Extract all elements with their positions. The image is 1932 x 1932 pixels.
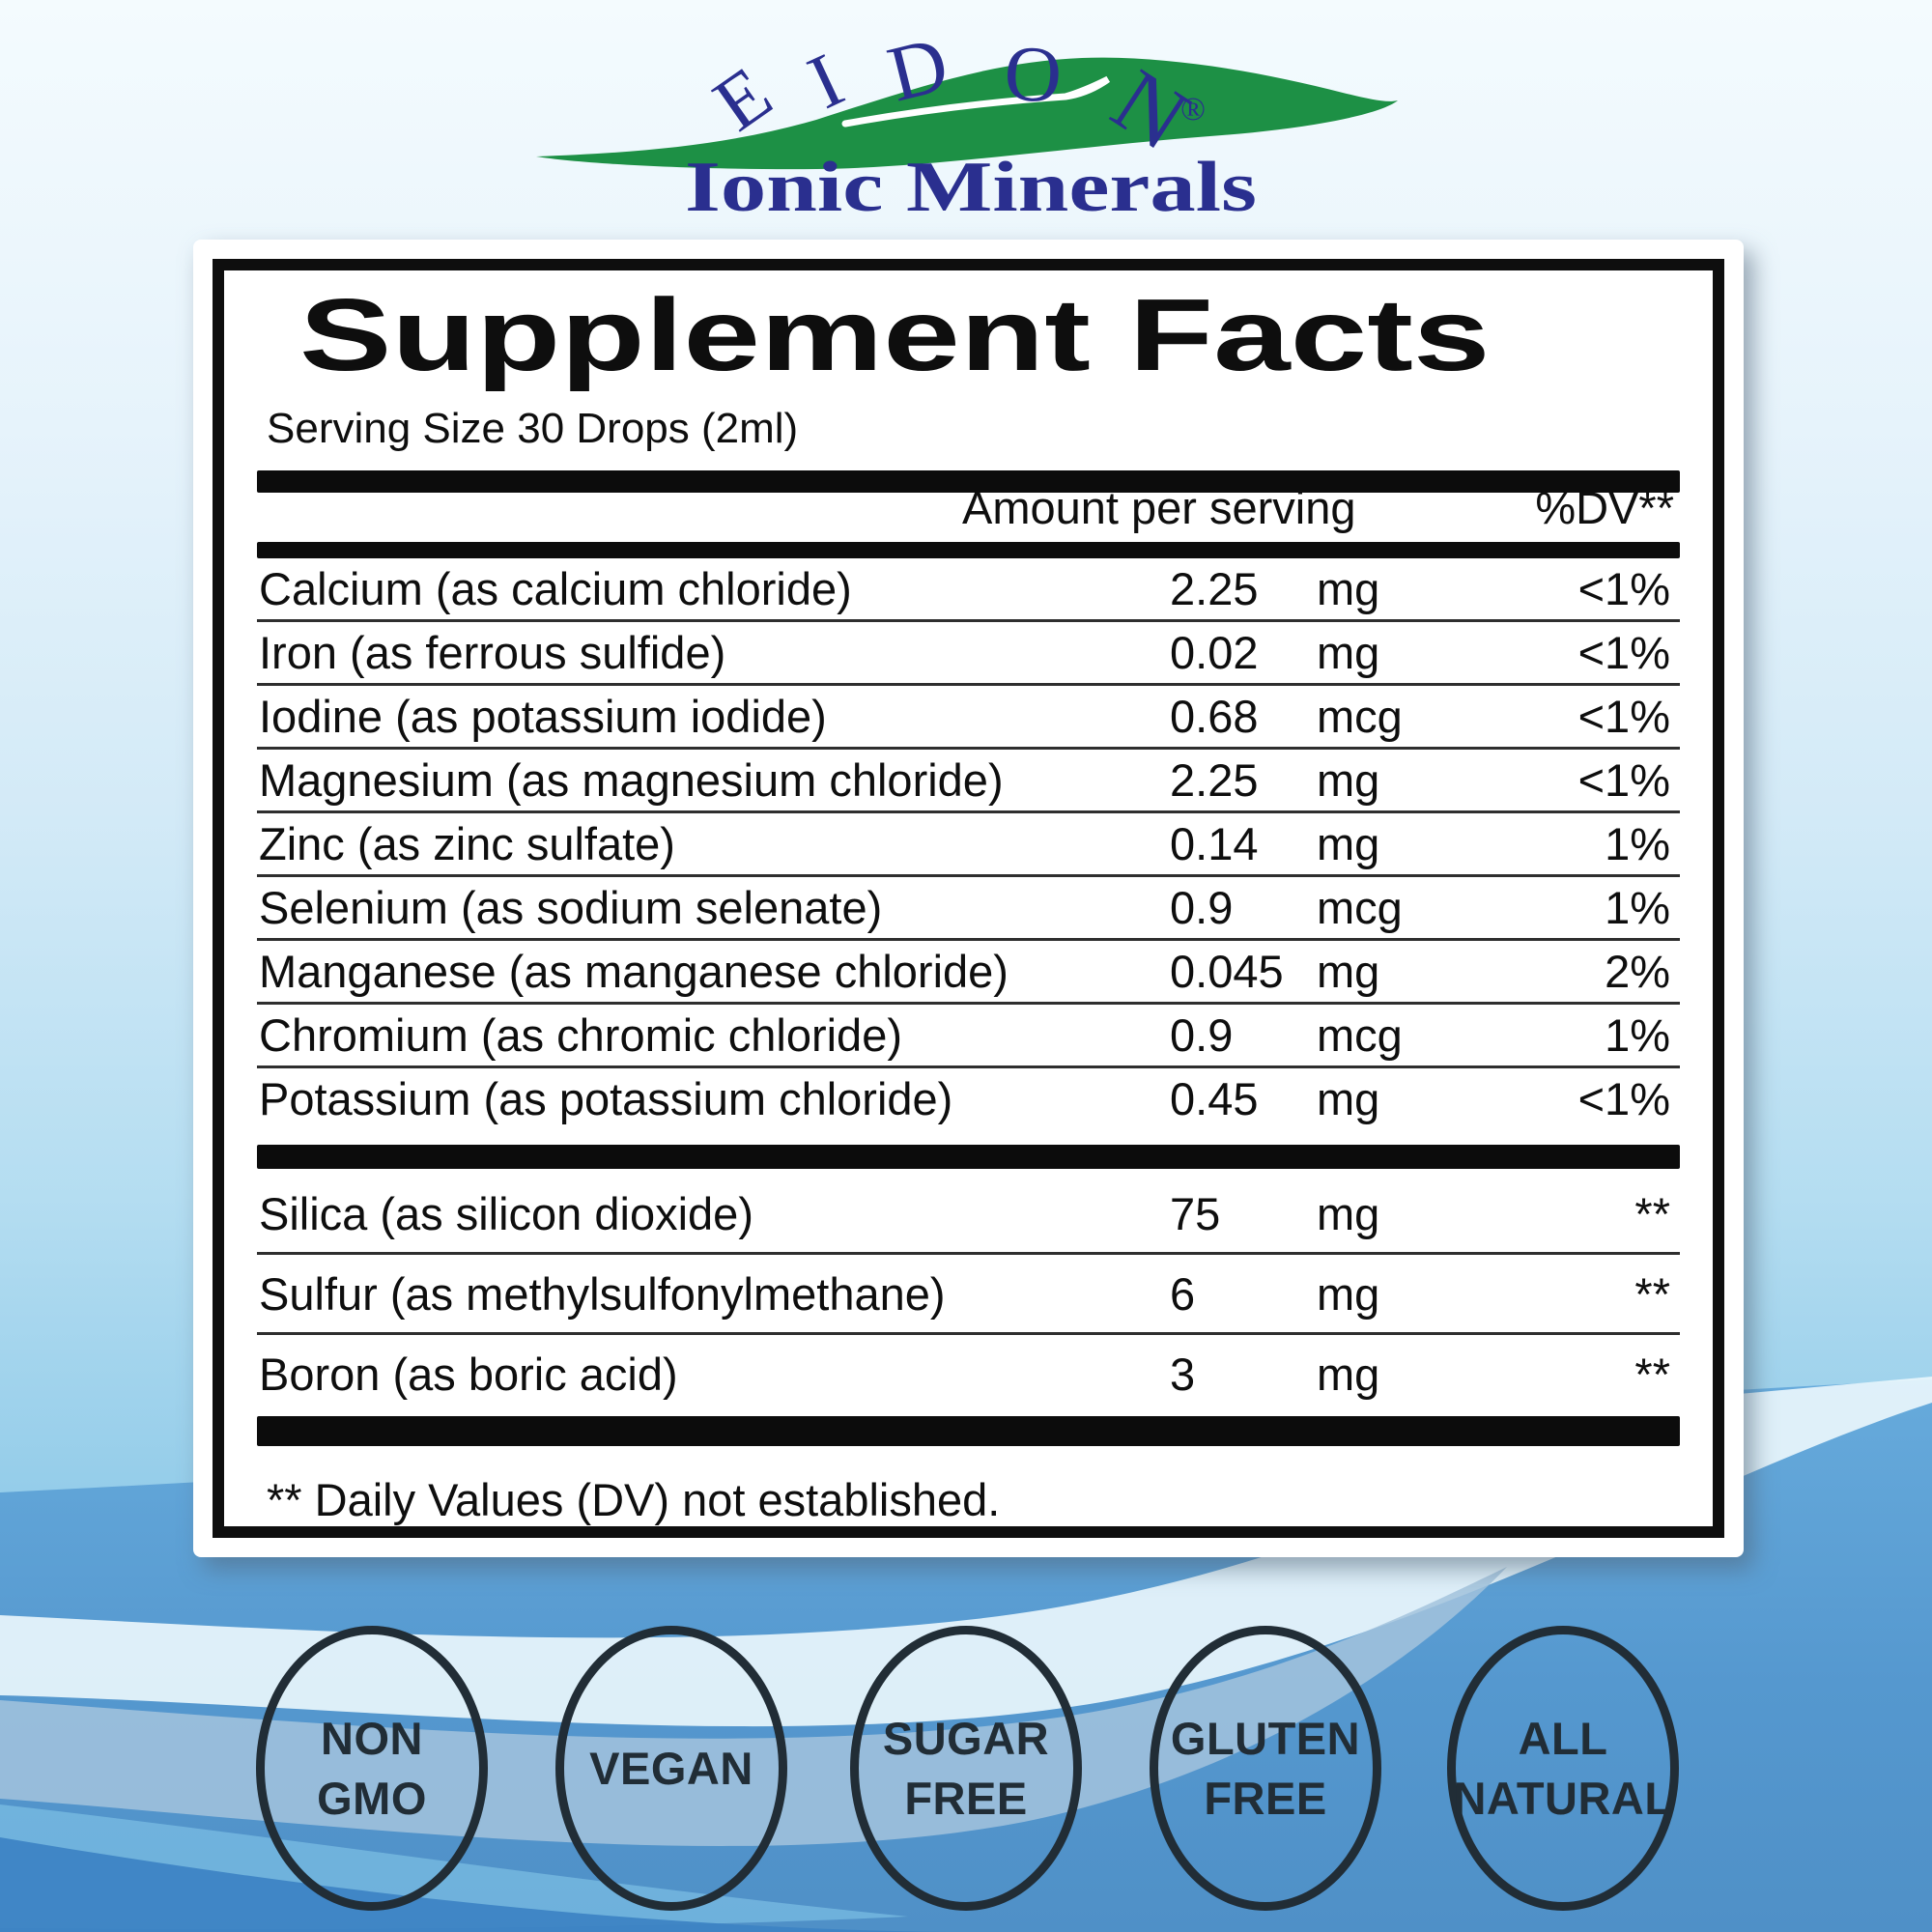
- nutrient-amount: 0.045: [1170, 946, 1284, 998]
- nutrient-unit: mg: [1317, 1267, 1380, 1320]
- supplement-label: Supplement Facts Serving Size 30 Drops (…: [193, 240, 1744, 1557]
- nutrient-row: Iodine (as potassium iodide) 0.68 mcg <1…: [257, 686, 1680, 751]
- nutrient-amount: 0.45: [1170, 1073, 1259, 1125]
- wave-white-band: [0, 1377, 1932, 1727]
- wave-deep-corner: [0, 1837, 947, 1932]
- nutrient-unit: mg: [1317, 1187, 1380, 1239]
- nutrient-amount: 75: [1170, 1187, 1221, 1239]
- facts-header: Amount per serving %DV**: [257, 482, 1680, 543]
- nutrient-row: Iron (as ferrous sulfide) 0.02 mg <1%: [257, 622, 1680, 687]
- nutrient-unit: mg: [1317, 1073, 1380, 1125]
- badge-line: VEGAN: [589, 1742, 753, 1794]
- nutrient-name: Potassium (as potassium chloride): [259, 1073, 953, 1125]
- nutrient-dv: **: [1634, 1348, 1670, 1400]
- nutrient-row: Silica (as silicon dioxide) 75 mg **: [257, 1175, 1680, 1256]
- nutrient-name: Manganese (as manganese chloride): [259, 946, 1009, 998]
- nutrient-name: Iron (as ferrous sulfide): [259, 627, 726, 679]
- nutrient-amount: 0.9: [1170, 1009, 1234, 1062]
- badge-line: ALL: [1518, 1713, 1608, 1765]
- nutrient-unit: mg: [1317, 1348, 1380, 1400]
- nutrient-name: Boron (as boric acid): [259, 1348, 678, 1400]
- nutrient-name: Calcium (as calcium chloride): [259, 563, 852, 615]
- badge-all-natural: ALL NATURAL: [1447, 1626, 1679, 1911]
- nutrient-amount: 0.9: [1170, 882, 1234, 934]
- separator-bar-2: [257, 542, 1680, 559]
- nutrient-amount: 0.14: [1170, 818, 1259, 870]
- nutrient-dv: **: [1634, 1267, 1670, 1320]
- separator-bar-4: [257, 1416, 1680, 1447]
- badge-non-gmo: NON GMO: [256, 1626, 488, 1911]
- eidon-letter-i: I: [796, 38, 855, 126]
- badge-vegan: VEGAN: [555, 1626, 787, 1911]
- dv-footnote: ** Daily Values (DV) not established.: [267, 1474, 1001, 1526]
- nutrient-name: Iodine (as potassium iodide): [259, 691, 827, 743]
- nutrient-unit: mcg: [1317, 691, 1403, 743]
- nutrient-amount: 3: [1170, 1348, 1196, 1400]
- badge-line: SUGAR: [882, 1713, 1050, 1765]
- nutrient-amount: 6: [1170, 1267, 1196, 1320]
- nutrient-dv: 1%: [1605, 882, 1670, 934]
- nutrient-row: Chromium (as chromic chloride) 0.9 mcg 1…: [257, 1005, 1680, 1069]
- badge-line: FREE: [1204, 1772, 1327, 1824]
- nutrient-dv: <1%: [1577, 691, 1670, 743]
- nutrient-dv: 1%: [1605, 1009, 1670, 1062]
- header-amount-label: Amount per serving: [962, 482, 1356, 534]
- nutrient-unit: mcg: [1317, 1009, 1403, 1062]
- badge-line: FREE: [904, 1772, 1028, 1824]
- nutrient-name: Sulfur (as methylsulfonylmethane): [259, 1267, 946, 1320]
- nutrient-name: Chromium (as chromic chloride): [259, 1009, 902, 1062]
- nutrient-dv: <1%: [1577, 563, 1670, 615]
- swoosh-highlight: [841, 75, 1111, 128]
- nutrient-amount: 2.25: [1170, 563, 1259, 615]
- badge-line: GLUTEN: [1170, 1713, 1361, 1765]
- nutrient-row: Manganese (as manganese chloride) 0.045 …: [257, 941, 1680, 1006]
- nutrient-row: Calcium (as calcium chloride) 2.25 mg <1…: [257, 558, 1680, 623]
- nutrient-dv: <1%: [1577, 627, 1670, 679]
- label-title: Supplement Facts: [299, 278, 1491, 392]
- nutrient-row: Magnesium (as magnesium chloride) 2.25 m…: [257, 750, 1680, 814]
- nutrient-dv: 2%: [1605, 946, 1670, 998]
- eidon-letter-o: O: [1002, 29, 1064, 120]
- nutrient-rows: Calcium (as calcium chloride) 2.25 mg <1…: [257, 558, 1680, 1129]
- nutrient-amount: 0.68: [1170, 691, 1259, 743]
- nutrient-unit: mg: [1317, 946, 1380, 998]
- separator-bar-3: [257, 1145, 1680, 1170]
- nutrient-name: Selenium (as sodium selenate): [259, 882, 883, 934]
- nutrient-unit: mcg: [1317, 882, 1403, 934]
- badge-gluten-free: GLUTEN FREE: [1150, 1626, 1381, 1911]
- nutrient-amount: 0.02: [1170, 627, 1259, 679]
- nutrient-name: Silica (as silicon dioxide): [259, 1187, 753, 1239]
- nutrient-name: Magnesium (as magnesium chloride): [259, 754, 1004, 807]
- nutrient-unit: mg: [1317, 627, 1380, 679]
- nutrient-dv: **: [1634, 1187, 1670, 1239]
- brand-logo: E I D O N ® Ionic Minerals: [536, 19, 1398, 227]
- badge-line: GMO: [317, 1772, 427, 1824]
- nutrient-unit: mg: [1317, 563, 1380, 615]
- header-dv-label: %DV**: [1535, 482, 1674, 534]
- separator-bar-1: [257, 470, 1680, 493]
- green-swoosh: [536, 57, 1398, 170]
- logo-subtitle: Ionic Minerals: [685, 148, 1257, 227]
- nutrient-dv: <1%: [1577, 1073, 1670, 1125]
- nutrient-row: Boron (as boric acid) 3 mg **: [257, 1335, 1680, 1412]
- nutrient-dv: 1%: [1605, 818, 1670, 870]
- nutrient-unit: mg: [1317, 818, 1380, 870]
- nutrient-row: Selenium (as sodium selenate) 0.9 mcg 1%: [257, 877, 1680, 942]
- serving-size: Serving Size 30 Drops (2ml): [267, 405, 799, 453]
- nutrient-row: Sulfur (as methylsulfonylmethane) 6 mg *…: [257, 1255, 1680, 1336]
- badge-line: NATURAL: [1453, 1772, 1673, 1824]
- nutrient-amount: 2.25: [1170, 754, 1259, 807]
- nutrient-unit: mg: [1317, 754, 1380, 807]
- label-frame: Supplement Facts Serving Size 30 Drops (…: [213, 259, 1724, 1538]
- no-dv-rows: Silica (as silicon dioxide) 75 mg ** Sul…: [257, 1175, 1680, 1412]
- nutrient-row: Potassium (as potassium chloride) 0.45 m…: [257, 1068, 1680, 1129]
- nutrient-name: Zinc (as zinc sulfate): [259, 818, 675, 870]
- badge-line: NON: [321, 1713, 423, 1765]
- badge-sugar-free: SUGAR FREE: [850, 1626, 1082, 1911]
- nutrient-row: Zinc (as zinc sulfate) 0.14 mg 1%: [257, 813, 1680, 878]
- registered-mark: ®: [1180, 92, 1206, 128]
- nutrient-dv: <1%: [1577, 754, 1670, 807]
